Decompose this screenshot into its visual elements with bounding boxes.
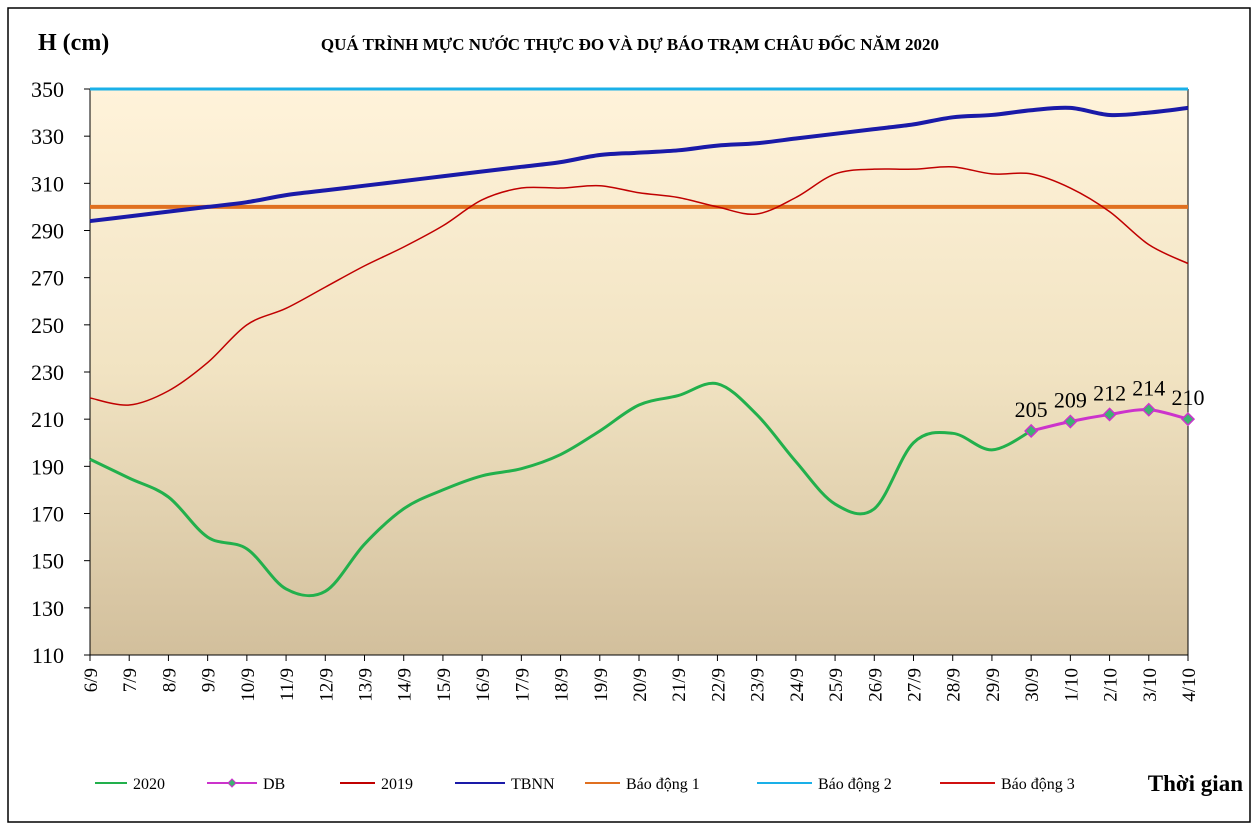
x-tick-label: 18/9 <box>552 668 573 702</box>
x-tick-label: 23/9 <box>748 668 769 702</box>
chart-title: QUÁ TRÌNH MỰC NƯỚC THỰC ĐO VÀ DỰ BÁO TRẠ… <box>321 34 939 54</box>
x-tick-label: 22/9 <box>708 668 729 702</box>
marker <box>1024 423 1039 439</box>
x-tick-label: 28/9 <box>944 668 965 702</box>
y-tick-label: 190 <box>31 454 64 479</box>
x-tick-label: 3/10 <box>1140 668 1161 702</box>
legend-marker <box>227 778 237 788</box>
y-tick-label: 330 <box>31 124 64 149</box>
legend-label: Báo động 2 <box>818 776 892 793</box>
x-tick-label: 14/9 <box>395 668 416 702</box>
legend-label: Báo động 1 <box>626 776 700 793</box>
x-tick-label: 2/10 <box>1101 668 1122 702</box>
legend-label: DB <box>263 776 285 793</box>
series-line <box>89 165 1189 406</box>
y-tick-label: 170 <box>31 502 64 527</box>
data-label: 210 <box>1172 385 1205 410</box>
x-tick-label: 4/10 <box>1179 668 1200 702</box>
x-tick-label: 15/9 <box>434 668 455 702</box>
marker <box>1180 412 1196 427</box>
legend-label: 2019 <box>381 776 413 793</box>
y-tick-label: 270 <box>31 266 64 291</box>
legend-label: 2020 <box>133 776 165 793</box>
x-tick-label: 29/9 <box>983 668 1004 702</box>
y-tick-label: 350 <box>31 77 64 102</box>
x-tick-label: 10/9 <box>238 668 259 702</box>
x-tick-label: 6/9 <box>81 668 102 692</box>
data-label: 205 <box>1015 397 1048 422</box>
y-tick-label: 150 <box>31 549 64 574</box>
x-tick-label: 21/9 <box>669 668 690 702</box>
legend-label: TBNN <box>511 776 555 793</box>
x-tick-label: 26/9 <box>865 668 886 702</box>
x-tick-label: 25/9 <box>826 668 847 702</box>
x-axis-label: Thời gian <box>1148 771 1243 796</box>
x-tick-label: 17/9 <box>512 668 533 702</box>
y-tick-label: 210 <box>31 407 64 432</box>
x-tick-label: 24/9 <box>787 668 808 702</box>
x-tick-label: 30/9 <box>1022 668 1043 702</box>
x-tick-label: 12/9 <box>316 668 337 702</box>
y-axis-label: H (cm) <box>38 30 109 56</box>
x-tick-label: 8/9 <box>159 668 180 692</box>
data-label: 212 <box>1093 380 1126 405</box>
x-tick-label: 11/9 <box>277 668 298 701</box>
x-tick-label: 13/9 <box>356 668 377 702</box>
x-tick-label: 20/9 <box>630 668 651 702</box>
y-tick-label: 290 <box>31 219 64 244</box>
y-tick-label: 110 <box>32 643 64 668</box>
x-tick-label: 1/10 <box>1061 668 1082 702</box>
series-line <box>89 105 1189 224</box>
data-label: 209 <box>1054 388 1087 413</box>
y-tick-label: 230 <box>31 360 64 385</box>
legend-label: Báo động 3 <box>1001 776 1075 793</box>
plot-area <box>90 89 1188 655</box>
x-tick-label: 7/9 <box>120 668 141 692</box>
data-label: 214 <box>1132 376 1165 401</box>
marker <box>1102 407 1117 422</box>
x-tick-label: 9/9 <box>199 668 220 692</box>
y-tick-label: 310 <box>31 171 64 196</box>
series-line <box>89 381 1032 598</box>
x-tick-label: 27/9 <box>905 668 926 702</box>
x-tick-label: 16/9 <box>473 668 494 702</box>
marker <box>1141 402 1156 417</box>
y-tick-label: 250 <box>31 313 64 338</box>
marker <box>1063 414 1078 429</box>
x-tick-label: 19/9 <box>591 668 612 702</box>
y-tick-label: 130 <box>31 596 64 621</box>
